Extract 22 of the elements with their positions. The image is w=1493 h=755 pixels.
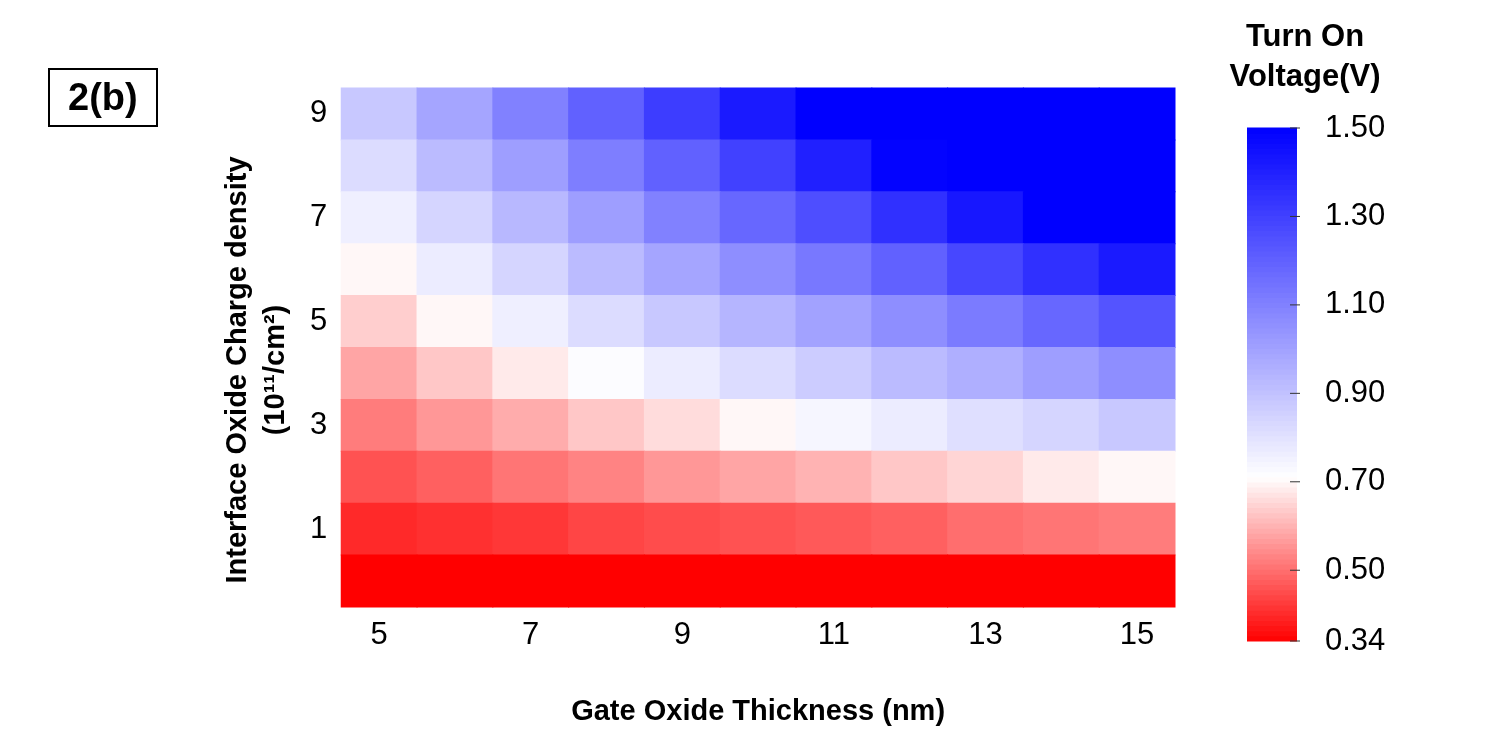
y-axis-title: Interface Oxide Charge density (10¹¹/cm²): [219, 155, 291, 586]
text: 2(b): [48, 68, 158, 127]
color-bar-label: 0.90: [1325, 373, 1386, 409]
color-bar-label: 1.50: [1325, 108, 1386, 144]
x-tick-label: 9: [673, 616, 691, 652]
x-tick-label: 5: [370, 616, 388, 652]
y-tick-label: 5: [309, 302, 328, 338]
x-tick-label: 7: [522, 616, 540, 652]
color-bar-label: 1.10: [1325, 285, 1386, 321]
x-tick-label: 15: [1119, 616, 1155, 652]
color-bar-label: 0.50: [1325, 550, 1386, 586]
y-tick-label: 9: [309, 94, 328, 130]
y-tick-label: 1: [309, 509, 328, 545]
y-tick-label: 3: [309, 405, 328, 441]
x-axis-title: Gate Oxide Thickness (nm): [571, 693, 946, 726]
y-tick-label: 7: [309, 198, 328, 234]
x-tick-label: 11: [817, 616, 851, 652]
color-bar-title: Turn On Voltage(V): [1229, 18, 1381, 93]
color-bar-label: 0.70: [1325, 462, 1386, 498]
color-bar-label: 0.34: [1325, 621, 1386, 657]
color-bar-label: 1.30: [1325, 197, 1386, 232]
x-tick-label: 13: [968, 616, 1003, 652]
